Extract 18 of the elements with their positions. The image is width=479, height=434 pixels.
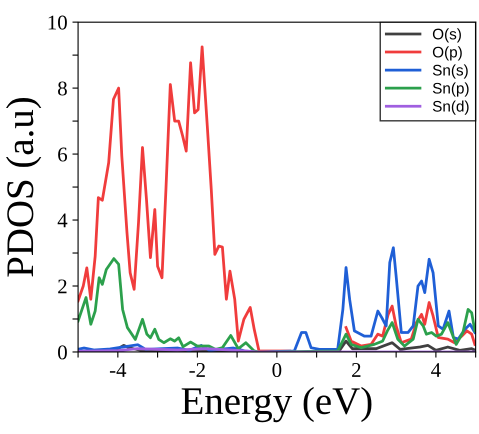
- x-tick-label: 2: [352, 363, 360, 377]
- y-tick-label: 6: [58, 148, 68, 162]
- legend-label: Sn(s): [432, 64, 468, 79]
- legend-label: O(s): [432, 28, 461, 42]
- legend-label: O(p): [432, 46, 462, 61]
- x-tick-label: 4: [431, 363, 441, 377]
- legend-label: Sn(d): [432, 100, 469, 115]
- x-tick-label: -2: [189, 363, 205, 377]
- legend-label: Sn(p): [432, 82, 469, 97]
- x-tick-label: 0: [272, 362, 282, 378]
- y-tick-label: 2: [58, 279, 67, 294]
- y-tick-label: 0: [58, 345, 67, 360]
- x-tick-label: -4: [110, 363, 126, 377]
- y-axis-title: PDOS (a.u): [6, 98, 42, 277]
- y-tick-label: 4: [58, 214, 68, 228]
- y-tick-label: 8: [58, 81, 67, 96]
- x-axis-title: Energy (eV): [182, 386, 372, 422]
- y-tick-label: 10: [48, 16, 67, 30]
